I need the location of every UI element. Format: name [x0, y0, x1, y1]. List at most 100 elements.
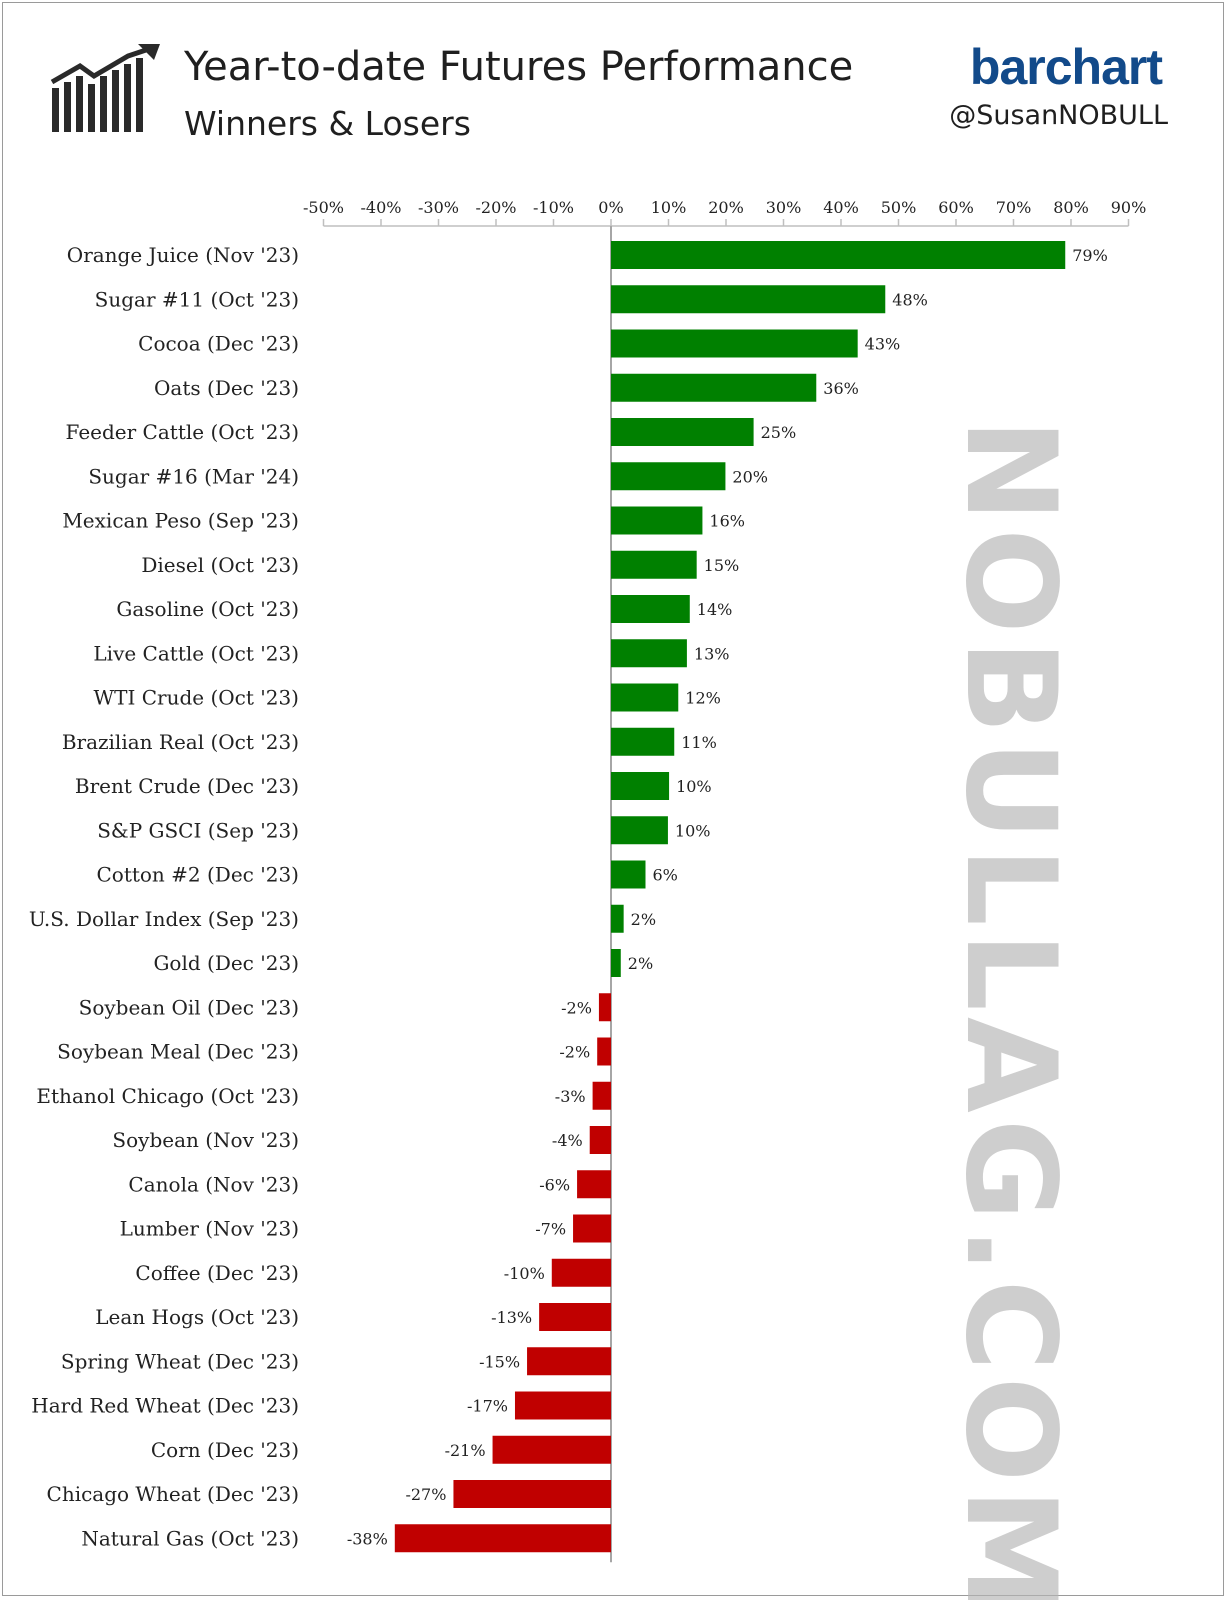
data-label: 2%	[628, 954, 653, 973]
x-tick-label: -40%	[361, 198, 402, 217]
x-axis: -50% -40% -30% -20% -10% 0% 10% 20% 30% 40% 50% 60%…	[303, 198, 1147, 1563]
category-label: Diesel (Oct '23)	[141, 553, 299, 577]
category-label: Corn (Dec '23)	[151, 1438, 299, 1462]
category-label: Orange Juice (Nov '23)	[67, 243, 299, 267]
x-tick-label: 90%	[1111, 198, 1147, 217]
watermark-text: NOBULLAG.COM	[938, 418, 1082, 1600]
x-tick-label: 80%	[1053, 198, 1089, 217]
x-tick-label: -50%	[303, 198, 344, 217]
chart-subtitle: Winners & Losers	[184, 104, 471, 143]
data-label: 12%	[685, 689, 721, 708]
category-label: Spring Wheat (Dec '23)	[61, 1349, 299, 1373]
category-label: Live Cattle (Oct '23)	[93, 641, 299, 665]
data-label: 43%	[865, 335, 901, 354]
bar	[611, 683, 679, 712]
x-tick-label: 20%	[708, 198, 744, 217]
bar	[611, 816, 668, 845]
category-label: Canola (Nov '23)	[128, 1172, 299, 1196]
bar	[611, 373, 817, 402]
category-label: Hard Red Wheat (Dec '23)	[31, 1394, 299, 1418]
data-label: 79%	[1072, 246, 1108, 265]
x-tick-label: 40%	[823, 198, 859, 217]
category-label: Gold (Dec '23)	[153, 951, 299, 975]
bar	[589, 1126, 611, 1154]
data-label: 6%	[653, 866, 678, 885]
category-label: WTI Crude (Oct '23)	[94, 686, 299, 710]
category-label: Ethanol Chicago (Oct '23)	[36, 1084, 299, 1108]
data-label: 25%	[761, 423, 797, 442]
bars	[394, 241, 1066, 1553]
data-label: 15%	[704, 556, 740, 575]
category-label: Soybean Oil (Dec '23)	[79, 995, 299, 1019]
data-label: 2%	[631, 910, 656, 929]
data-label: -13%	[491, 1308, 532, 1327]
x-tick-label: 50%	[881, 198, 917, 217]
bar	[394, 1524, 611, 1553]
data-label: -15%	[479, 1352, 520, 1371]
data-label: -17%	[467, 1397, 508, 1416]
bar	[611, 772, 670, 800]
bar	[611, 241, 1066, 269]
x-tick-label: 0%	[598, 198, 623, 217]
bar	[592, 1081, 611, 1110]
bar	[611, 949, 621, 977]
bar-chart-growth-icon	[50, 44, 160, 132]
bar	[611, 904, 624, 933]
category-label: Natural Gas (Oct '23)	[81, 1526, 299, 1550]
category-label: Cocoa (Dec '23)	[138, 332, 299, 356]
bar	[527, 1347, 611, 1376]
bar	[573, 1214, 611, 1243]
data-label: -2%	[559, 1043, 590, 1062]
bar	[611, 418, 754, 446]
bar	[453, 1480, 611, 1508]
category-label: Cotton #2 (Dec '23)	[96, 863, 299, 887]
category-label: Brent Crude (Dec '23)	[75, 774, 299, 798]
bar	[492, 1435, 611, 1464]
category-label: Brazilian Real (Oct '23)	[62, 730, 299, 754]
category-label: Feeder Cattle (Oct '23)	[66, 420, 299, 444]
data-label: -27%	[405, 1485, 446, 1504]
x-tick-label: -10%	[533, 198, 574, 217]
bar	[611, 462, 726, 491]
category-label: Soybean Meal (Dec '23)	[57, 1040, 299, 1064]
category-label: Gasoline (Oct '23)	[116, 597, 299, 621]
data-label: -6%	[539, 1175, 570, 1194]
data-label: 10%	[676, 777, 712, 796]
x-tick-label: -20%	[476, 198, 517, 217]
data-label: -38%	[347, 1529, 388, 1548]
data-label: 11%	[681, 733, 717, 752]
data-label: -7%	[535, 1220, 566, 1239]
data-label: -2%	[561, 998, 592, 1017]
category-label: Sugar #11 (Oct '23)	[95, 287, 299, 311]
x-tick-label: -30%	[418, 198, 459, 217]
bar	[597, 1037, 611, 1066]
bar	[611, 550, 697, 579]
category-labels: Orange Juice (Nov '23) Sugar #11 (Oct '23…	[29, 243, 299, 1550]
data-label: -10%	[504, 1264, 545, 1283]
data-label: 13%	[694, 644, 730, 663]
data-label: 10%	[675, 821, 711, 840]
watermark: NOBULLAG.COM	[938, 418, 1082, 1600]
bar	[611, 595, 690, 623]
bar	[611, 639, 687, 668]
category-label: Mexican Peso (Sep '23)	[62, 509, 299, 533]
category-label: U.S. Dollar Index (Sep '23)	[29, 907, 299, 931]
value-labels: 79% 48% 43% 36% 25% 20% 16% 15% 14% 13% 12% 11% 10% 1…	[347, 246, 1108, 1548]
x-tick-label: 10%	[651, 198, 687, 217]
x-tick-label: 60%	[938, 198, 974, 217]
brand-logo: barchart	[969, 39, 1163, 95]
data-label: -4%	[552, 1131, 583, 1150]
category-label: Coffee (Dec '23)	[135, 1261, 299, 1285]
bar	[598, 993, 611, 1022]
bar	[539, 1303, 611, 1331]
category-label: Lean Hogs (Oct '23)	[95, 1305, 299, 1329]
data-label: -3%	[555, 1087, 586, 1106]
bar	[611, 506, 703, 535]
data-label: -21%	[445, 1441, 486, 1460]
category-label: Oats (Dec '23)	[154, 376, 299, 400]
chart-title: Year-to-date Futures Performance	[184, 44, 854, 90]
data-label: 16%	[709, 512, 745, 531]
bar	[514, 1391, 611, 1420]
x-tick-label: 30%	[766, 198, 802, 217]
data-label: 36%	[823, 379, 859, 398]
